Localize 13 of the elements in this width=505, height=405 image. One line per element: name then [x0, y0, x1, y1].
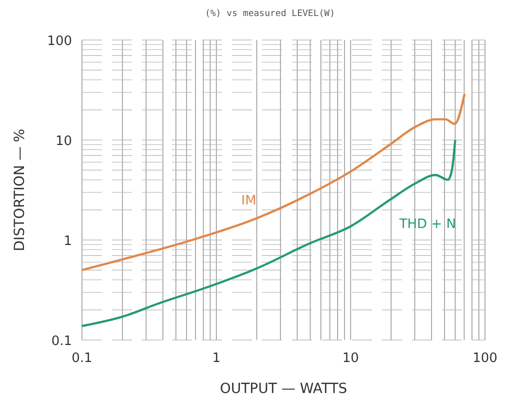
y-axis-title: DISTORTION — % — [12, 128, 28, 252]
y-tick-label: 0.1 — [51, 334, 72, 349]
x-tick-label: 100 — [472, 351, 498, 366]
y-tick-label: 100 — [47, 34, 72, 49]
x-tick-label: 10 — [342, 351, 359, 366]
y-tick-label: 1 — [64, 234, 72, 249]
x-axis-title: OUTPUT — WATTS — [220, 381, 348, 397]
chart-title: (%) vs measured LEVEL(W) — [204, 9, 336, 19]
x-tick-label: 1 — [212, 351, 220, 366]
x-tick-label: 0.1 — [72, 351, 92, 366]
series-label: IM — [241, 193, 256, 208]
series-label: THD + N — [398, 217, 456, 232]
y-tick-label: 10 — [55, 134, 72, 149]
